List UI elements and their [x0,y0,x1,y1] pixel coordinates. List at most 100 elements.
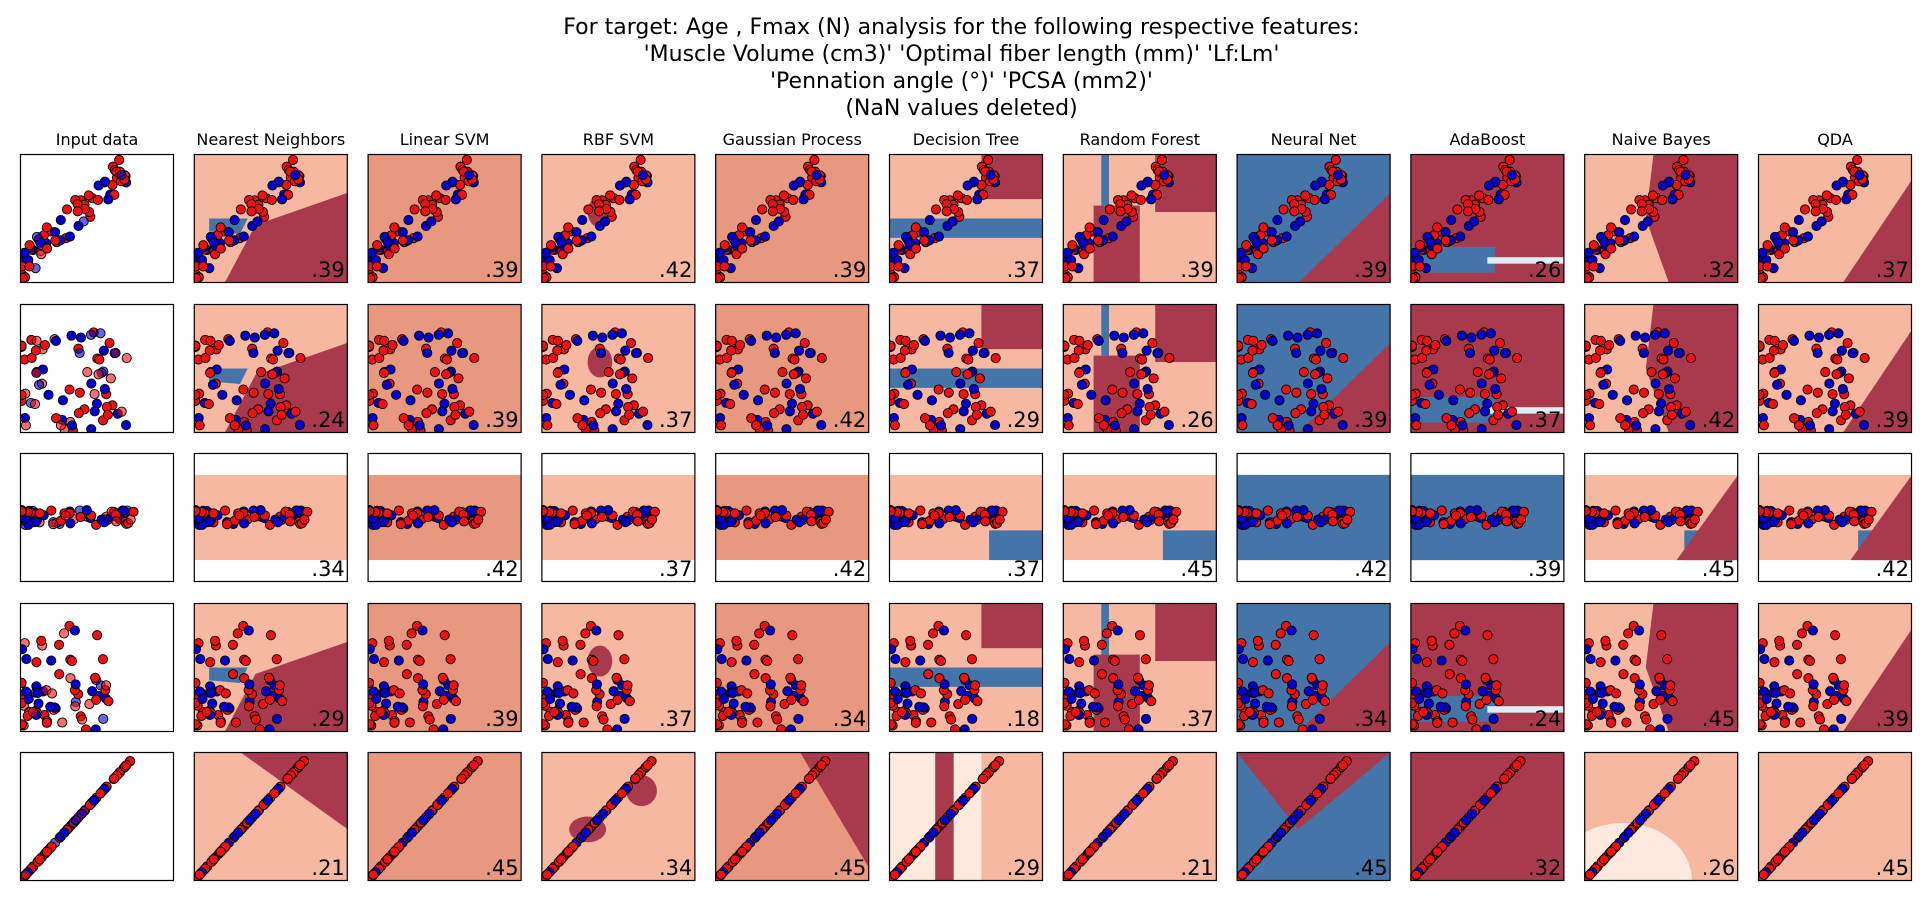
data-point [611,672,622,683]
data-point [1062,389,1070,400]
data-point [1622,395,1633,406]
data-point [95,328,106,339]
column-title: Input data [56,130,139,149]
data-point [426,216,437,227]
data-point [98,345,109,356]
data-point [1769,335,1780,346]
subplot-frame [193,303,348,434]
data-point [1418,706,1429,718]
data-point [1812,387,1823,398]
data-point [610,389,622,400]
accuracy-score: .39 [1354,408,1387,432]
data-point [583,204,594,215]
data-point [92,194,104,206]
data-point [1600,635,1611,646]
data-point [219,701,230,712]
data-point [715,273,723,283]
data-point [1831,180,1842,191]
data-point [1136,369,1147,380]
data-point [903,508,914,519]
accuracy-score: .37 [1007,557,1040,581]
data-point [966,654,978,665]
data-point [1314,654,1325,665]
subplot: .42 [541,153,696,284]
data-point [541,719,549,730]
data-point [438,694,449,705]
data-point [1262,505,1273,516]
data-point [624,194,635,205]
data-point [769,387,781,398]
data-point [1446,214,1457,226]
data-point [1256,340,1267,351]
data-point [1274,395,1285,406]
data-point [1772,854,1783,865]
subplot-frame [715,153,870,284]
data-point [1310,354,1321,365]
data-point [1635,815,1646,826]
data-point [1117,387,1128,398]
data-point [58,628,70,639]
data-point [392,701,403,712]
data-point [787,630,798,641]
subplot [19,751,175,882]
data-point [1236,340,1244,352]
data-point [1410,506,1417,517]
data-point [50,235,61,246]
accuracy-score: .37 [1528,408,1561,432]
data-point [1236,644,1244,655]
data-point [1421,345,1432,356]
data-point [264,694,276,705]
data-point [1437,688,1448,699]
data-point [103,696,114,707]
data-point [41,717,52,728]
data-point [1073,345,1084,356]
data-point [417,625,428,636]
data-point [728,698,739,709]
data-point [935,330,946,341]
data-point [624,696,635,707]
data-point [1768,345,1779,356]
data-point [254,724,265,732]
data-point [41,846,52,857]
data-point [1078,635,1090,646]
data-point [1236,273,1245,283]
data-point [1267,335,1278,346]
data-point [563,222,574,233]
data-point [1133,724,1144,732]
data-point [760,518,771,529]
data-point [899,345,910,356]
data-point [647,514,658,525]
data-point [900,335,911,346]
data-point [1410,389,1417,400]
data-point [238,231,249,242]
data-point [541,340,548,352]
accuracy-score: .39 [311,258,344,282]
data-point [939,815,950,826]
data-point [1321,338,1332,349]
data-point [409,204,420,215]
data-point [1252,635,1263,646]
data-point [719,240,730,251]
data-point [1460,679,1472,690]
data-point [1342,514,1353,525]
data-point [577,214,588,226]
data-point [552,657,563,668]
data-point [1286,625,1297,636]
data-point [915,655,926,666]
data-point [1484,354,1495,365]
data-point [405,395,416,406]
accuracy-score: .45 [1702,557,1735,581]
subplot-frame [1236,303,1391,434]
data-point [1240,693,1251,704]
data-point [55,214,66,226]
data-point [1605,222,1617,233]
data-point [770,511,781,523]
data-point [789,354,800,365]
data-point [760,231,771,242]
data-point [222,519,233,530]
data-point [367,247,377,258]
data-point [368,420,379,431]
data-point [1251,508,1262,519]
data-point [105,373,116,384]
data-point [20,420,31,431]
